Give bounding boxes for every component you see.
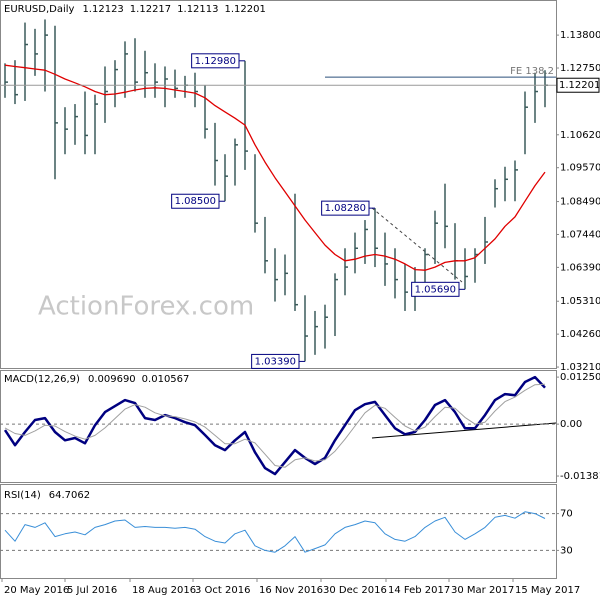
- x-tick-label: 20 May 2016: [4, 585, 69, 596]
- y-tick-label: 1.10620: [560, 130, 600, 141]
- macd-panel: [0, 370, 557, 483]
- indicator-line: [4, 383, 546, 468]
- y-tick-label: 30: [560, 545, 573, 556]
- level-label: FE 138.2: [510, 66, 554, 77]
- panel-title: EURUSD,Daily: [4, 4, 75, 15]
- readout-value: 0.009690: [88, 374, 136, 385]
- x-tick-label: 30 Dec 2016: [323, 585, 387, 596]
- x-tick-label: 15 May 2017: [515, 585, 580, 596]
- y-tick-label: 1.04260: [560, 329, 600, 340]
- last-price-label: 1.12201: [559, 80, 600, 91]
- y-tick-label: 1.06390: [560, 262, 600, 273]
- last-price-box: [556, 77, 600, 93]
- readout-value: 1.12123: [82, 4, 123, 15]
- y-tick-label: 1.05310: [560, 296, 600, 307]
- readout-value: 0.010567: [142, 374, 190, 385]
- readout-value: 1.12217: [130, 4, 171, 15]
- macd-trend-line: [371, 422, 557, 439]
- panel-title: RSI(14): [4, 490, 41, 501]
- x-tick-label: 16 Nov 2016: [259, 585, 323, 596]
- readout-value: 1.12201: [225, 4, 266, 15]
- y-tick-label: 70: [560, 509, 573, 520]
- y-tick-label: 1.03210: [560, 362, 600, 373]
- x-tick-label: 5 Jul 2016: [67, 585, 117, 596]
- indicator-line: [4, 64, 546, 271]
- y-tick-label: 1.07440: [560, 229, 600, 240]
- watermark: ActionForex.com: [38, 292, 254, 322]
- readout-value: 1.12113: [177, 4, 218, 15]
- x-tick-label: 18 Aug 2016: [132, 585, 196, 596]
- y-tick-label: 0.00: [560, 419, 582, 430]
- y-tick-label: 1.13800: [560, 30, 600, 41]
- indicator-line: [3, 375, 546, 476]
- y-tick-label: 1.09570: [560, 163, 600, 174]
- x-tick-label: 30 Mar 2017: [451, 585, 514, 596]
- annotation-label: 1.12980: [195, 56, 236, 67]
- y-tick-label: 0.012509: [560, 372, 600, 383]
- readout-value: 64.7062: [49, 490, 90, 501]
- x-tick-label: 3 Oct 2016: [195, 585, 250, 596]
- rsi-panel: [0, 484, 557, 579]
- annotation-label: 1.03390: [255, 356, 296, 367]
- x-tick-label: 14 Feb 2017: [388, 585, 450, 596]
- panel-title: MACD(12,26,9): [4, 374, 80, 385]
- y-tick-label: 1.12750: [560, 63, 600, 74]
- annotation-label: 1.05690: [415, 284, 456, 295]
- annotation-label: 1.08500: [175, 196, 216, 207]
- indicator-line: [4, 511, 546, 553]
- price-trend-line: [371, 207, 463, 283]
- annotation-label: 1.08280: [325, 203, 366, 214]
- y-tick-label: 1.08490: [560, 197, 600, 208]
- y-tick-label: -0.013813: [560, 471, 600, 482]
